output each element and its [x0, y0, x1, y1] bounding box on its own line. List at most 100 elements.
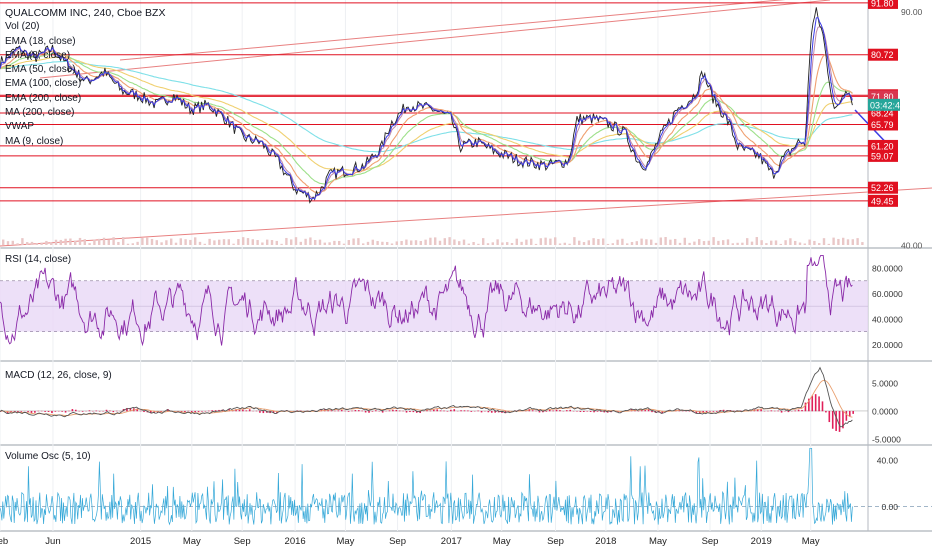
macd-pane[interactable]: 5.0000 0.0000 -5.0000	[0, 366, 901, 445]
macd-label[interactable]: MACD (12, 26, close, 9)	[5, 370, 112, 381]
level-label: 61.20	[871, 141, 894, 151]
legend-ema-100[interactable]: EMA (100, close)	[5, 78, 82, 90]
legend-ema-50[interactable]: EMA (50, close)	[5, 64, 76, 76]
volume-bar	[630, 241, 634, 245]
macd-histogram-bar	[460, 410, 462, 412]
macd-histogram-bar	[368, 410, 370, 413]
volume-bar	[261, 242, 264, 245]
volume-bar	[789, 238, 792, 245]
macd-histogram-bar	[34, 410, 36, 413]
time-label: Sep	[389, 536, 406, 547]
volume-bar	[35, 243, 38, 245]
macd-histogram-bar	[555, 409, 558, 412]
volume-bar	[309, 237, 312, 245]
macd-histogram-bar	[197, 410, 200, 412]
macd-histogram-bar	[436, 409, 439, 412]
level-label: 91.80	[871, 0, 894, 8]
volume-bar	[174, 242, 178, 245]
volume-bar	[50, 242, 53, 245]
time-label: 2015	[130, 536, 151, 547]
legend-vol[interactable]: Vol (20)	[5, 21, 40, 33]
macd-histogram-bar	[463, 410, 466, 412]
volume-bar	[827, 243, 830, 245]
macd-histogram-bar	[129, 408, 132, 412]
volume-bar	[496, 239, 499, 245]
macd-histogram-bar	[780, 410, 783, 413]
volume-bar	[606, 243, 610, 245]
legend-ema-8[interactable]: EMA (8, close)	[5, 49, 71, 61]
macd-histogram-bar	[112, 410, 115, 413]
symbol-title[interactable]: QUALCOMM INC, 240, Cboe BZX	[5, 7, 166, 19]
volume-bar	[318, 239, 322, 245]
volume-bar	[11, 240, 14, 245]
price-pane[interactable]	[0, 0, 932, 247]
volume-bar	[323, 242, 326, 245]
volume-bar	[707, 240, 710, 245]
level-label-box	[868, 149, 898, 162]
macd-histogram-bar	[477, 410, 479, 412]
macd-histogram-bar	[27, 410, 29, 412]
rsi-label[interactable]: RSI (14, close)	[5, 254, 72, 265]
macd-histogram-bar	[405, 410, 408, 413]
volume-bar	[54, 239, 58, 245]
macd-histogram-bar	[327, 410, 329, 412]
macd-histogram-bar	[143, 410, 145, 413]
macd-histogram-bar	[375, 410, 377, 412]
macd-histogram-bar	[207, 410, 210, 412]
legend-vwap[interactable]: VWAP	[5, 121, 35, 133]
legend-ema-18[interactable]: EMA (18, close)	[5, 35, 76, 47]
macd-histogram-bar	[388, 410, 391, 412]
macd-histogram-bar	[61, 410, 63, 412]
legend-ema-200[interactable]: EMA (200, close)	[5, 92, 82, 104]
volume-bar	[338, 240, 341, 245]
volume-bar	[256, 240, 259, 245]
macd-histogram-bar	[194, 410, 196, 413]
macd-histogram-bar	[453, 409, 456, 412]
rsi-pane[interactable]: 80.0000 60.0000 40.0000 20.0000	[0, 254, 903, 350]
macd-histogram-bar	[75, 409, 77, 412]
macd-histogram-bar	[371, 410, 374, 412]
macd-histogram-bar	[47, 410, 50, 412]
volume-bar	[194, 237, 197, 245]
volume-bar	[424, 239, 427, 245]
volume-bar	[347, 240, 350, 245]
macd-histogram-bar	[337, 410, 340, 412]
volume-bar	[184, 239, 187, 245]
volume-bar	[395, 241, 398, 245]
macd-histogram-bar	[334, 410, 336, 412]
volume-bar	[702, 241, 706, 245]
macd-histogram-bar	[347, 410, 350, 412]
volume-osc-label[interactable]: Volume Osc (5, 10)	[5, 451, 91, 462]
macd-histogram-bar	[64, 410, 67, 413]
volume-bar	[131, 243, 134, 245]
volume-bar	[45, 240, 48, 245]
volume-bar	[414, 240, 418, 245]
legend-ma-200[interactable]: MA (200, close)	[5, 107, 75, 119]
volume-bar	[760, 240, 763, 245]
volume-bar	[16, 243, 19, 245]
volume-bar	[597, 239, 600, 245]
macd-histogram-bar	[467, 410, 469, 412]
macd-histogram-bar	[634, 410, 636, 412]
time-axis[interactable]: Feb Jun 2015 May Sep 2016 May Sep 2017 May Sep 2018…	[0, 536, 820, 547]
macd-histogram-bar	[470, 410, 473, 412]
price-axis[interactable]: 91.8080.7272.0471.8068.2465.7961.2059.07…	[868, 0, 923, 251]
macd-histogram-bar	[640, 410, 643, 412]
macd-histogram-bar	[814, 394, 817, 412]
macd-histogram-bar	[804, 402, 807, 412]
volume-bar	[563, 242, 566, 245]
macd-histogram-bar	[617, 410, 619, 413]
macd-tick-label: -5.0000	[872, 435, 901, 445]
volume-osc-pane[interactable]: 40.00 0.00	[0, 447, 932, 526]
volume-bar	[405, 239, 408, 245]
legend-ma-9[interactable]: MA (9, close)	[5, 135, 64, 147]
macd-histogram-bar	[248, 409, 251, 412]
volume-bar	[774, 240, 778, 245]
volume-bar	[357, 238, 360, 245]
volume-bar	[314, 240, 317, 245]
volume-bar	[386, 241, 389, 245]
volume-bar	[477, 243, 480, 245]
time-label: 2019	[751, 536, 772, 547]
volume-bar	[59, 239, 62, 245]
